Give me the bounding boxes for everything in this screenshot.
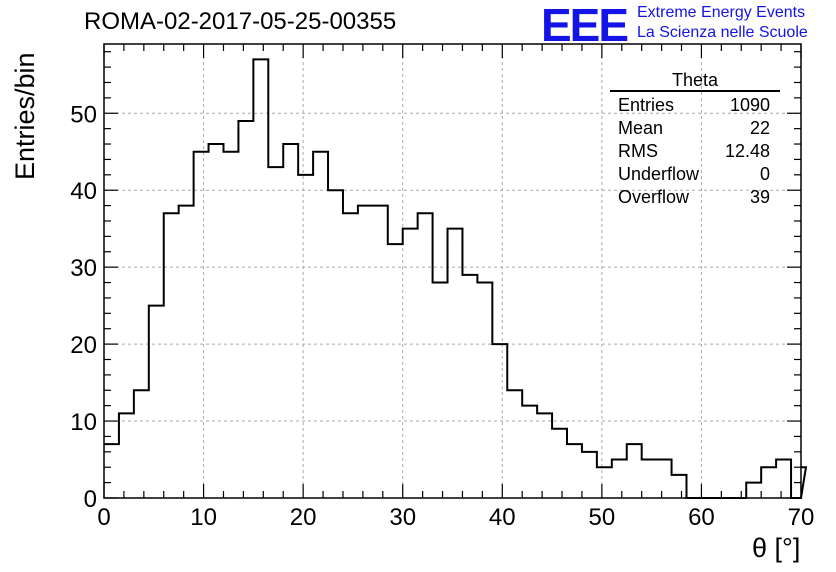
axis-tick-labels: 0 10 20 30 40 50 60 70 0 10 20 30 40 50 — [70, 101, 814, 531]
y-tick-label: 30 — [70, 255, 97, 282]
x-tick-label: 70 — [788, 504, 815, 531]
y-tick-label: 20 — [70, 332, 97, 359]
grid-lines — [104, 44, 801, 498]
stats-title: Theta — [610, 70, 780, 92]
stats-box: Theta Entries 1090 Mean 22 RMS 12.48 Und… — [610, 70, 780, 209]
stats-value: 22 — [749, 118, 770, 138]
x-tick-label: 30 — [389, 504, 416, 531]
y-axis-label: Entries/bin — [10, 52, 40, 180]
stats-value: 39 — [749, 187, 770, 207]
stats-label: Mean — [618, 118, 664, 138]
y-tick-label: 10 — [70, 409, 97, 436]
x-tick-label: 40 — [489, 504, 516, 531]
eee-logo: EEE — [541, 0, 629, 51]
stats-row-entries: Entries 1090 — [610, 94, 780, 117]
x-tick-label: 0 — [97, 504, 110, 531]
stats-value: 0 — [759, 164, 770, 184]
plot-frame — [103, 43, 802, 499]
x-tick-label: 60 — [688, 504, 715, 531]
eee-logo-line2: La Scienza nelle Scuole — [637, 24, 808, 41]
y-tick-label: 0 — [84, 486, 97, 513]
stats-label: Overflow — [618, 187, 690, 207]
stats-label: Entries — [618, 95, 675, 115]
x-tick-label: 10 — [190, 504, 217, 531]
x-axis-label: θ [°] — [752, 533, 801, 563]
x-tick-label: 20 — [290, 504, 317, 531]
stats-row-overflow: Overflow 39 — [610, 186, 780, 209]
x-tick-label: 50 — [589, 504, 616, 531]
y-tick-label: 50 — [70, 101, 97, 128]
stats-label: RMS — [618, 141, 658, 161]
eee-logo-caption: Extreme Energy Events La Scienza nelle S… — [637, 3, 808, 43]
y-tick-label: 40 — [70, 178, 97, 205]
stats-row-underflow: Underflow 0 — [610, 163, 780, 186]
stats-row-mean: Mean 22 — [610, 117, 780, 140]
axis-ticks — [103, 44, 802, 499]
stats-row-rms: RMS 12.48 — [610, 140, 780, 163]
stats-value: 1090 — [729, 95, 770, 115]
eee-logo-line1: Extreme Energy Events — [637, 4, 806, 21]
histogram-step-line — [104, 58, 808, 499]
stats-value: 12.48 — [724, 141, 770, 161]
run-title: ROMA-02-2017-05-25-00355 — [84, 8, 397, 35]
stats-label: Underflow — [618, 164, 700, 184]
